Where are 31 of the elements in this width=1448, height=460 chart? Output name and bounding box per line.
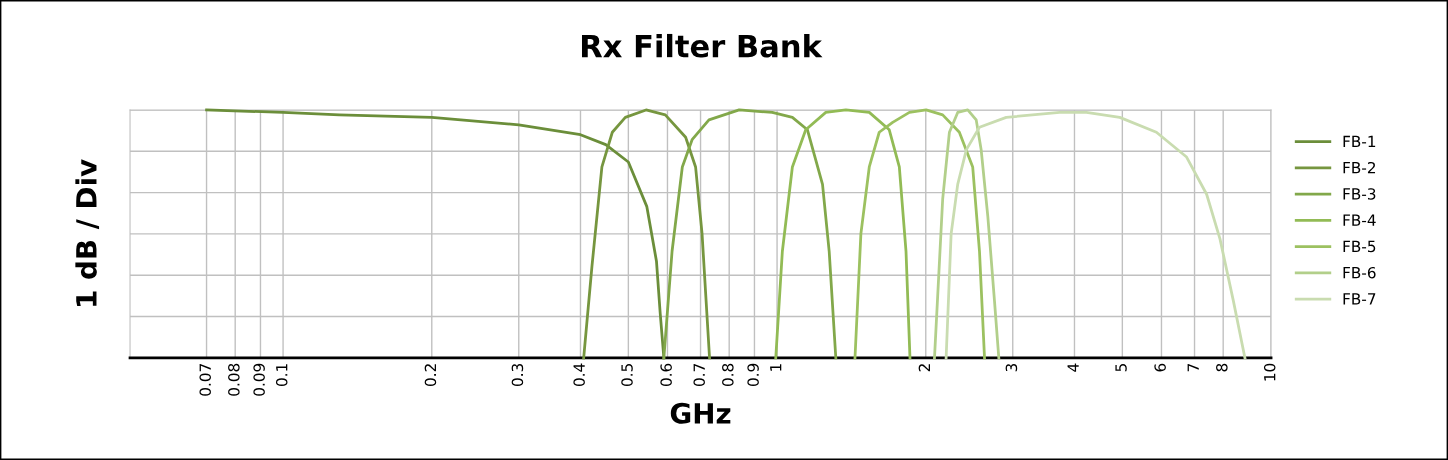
legend-label: FB-6 (1343, 266, 1376, 279)
x-tick-label: 0.09 (253, 363, 265, 396)
x-tick-label: 0.6 (660, 363, 672, 387)
x-tick-label: 8 (1216, 363, 1228, 372)
x-tick-label: 2 (918, 364, 930, 372)
x-tick-label: 0.4 (573, 363, 585, 387)
x-tick-label: 3 (1005, 363, 1018, 372)
legend-label: FB-3 (1343, 188, 1376, 200)
x-tick-label: 7 (1187, 364, 1199, 372)
legend-label: FB-2 (1343, 161, 1376, 174)
x-tick-label: 0.5 (621, 364, 633, 387)
legend-label: FB-7 (1343, 293, 1376, 305)
x-axis-title: GHz (670, 402, 731, 424)
x-tick-label: 0.3 (511, 363, 524, 387)
x-tick-label: 0.1 (275, 364, 288, 387)
x-tick-label: 4 (1067, 363, 1079, 372)
x-tick-label: 5 (1115, 364, 1127, 372)
x-tick-label: 0.07 (199, 364, 211, 396)
x-tick-label: 0.7 (693, 364, 705, 387)
x-tick-label: 0.9 (747, 363, 759, 387)
x-tick-label: 0.08 (228, 363, 240, 396)
legend-label: FB-1 (1343, 135, 1376, 147)
x-tick-label: 0.2 (424, 364, 437, 387)
x-tick-label: 10 (1263, 363, 1276, 381)
x-tick-label: 0.8 (722, 363, 734, 387)
x-tick-label: 6 (1154, 363, 1166, 372)
chart-title: Rx Filter Bank (581, 33, 823, 58)
legend-label: FB-4 (1343, 214, 1376, 226)
y-axis-title: 1 dB / Div (75, 159, 100, 306)
x-tick-label: 1 (770, 364, 782, 371)
legend-label: FB-5 (1343, 240, 1376, 253)
